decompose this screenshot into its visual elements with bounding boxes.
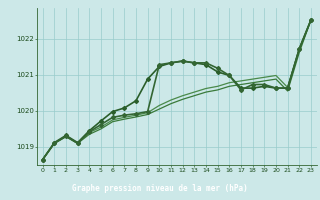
Text: Graphe pression niveau de la mer (hPa): Graphe pression niveau de la mer (hPa) xyxy=(72,184,248,193)
